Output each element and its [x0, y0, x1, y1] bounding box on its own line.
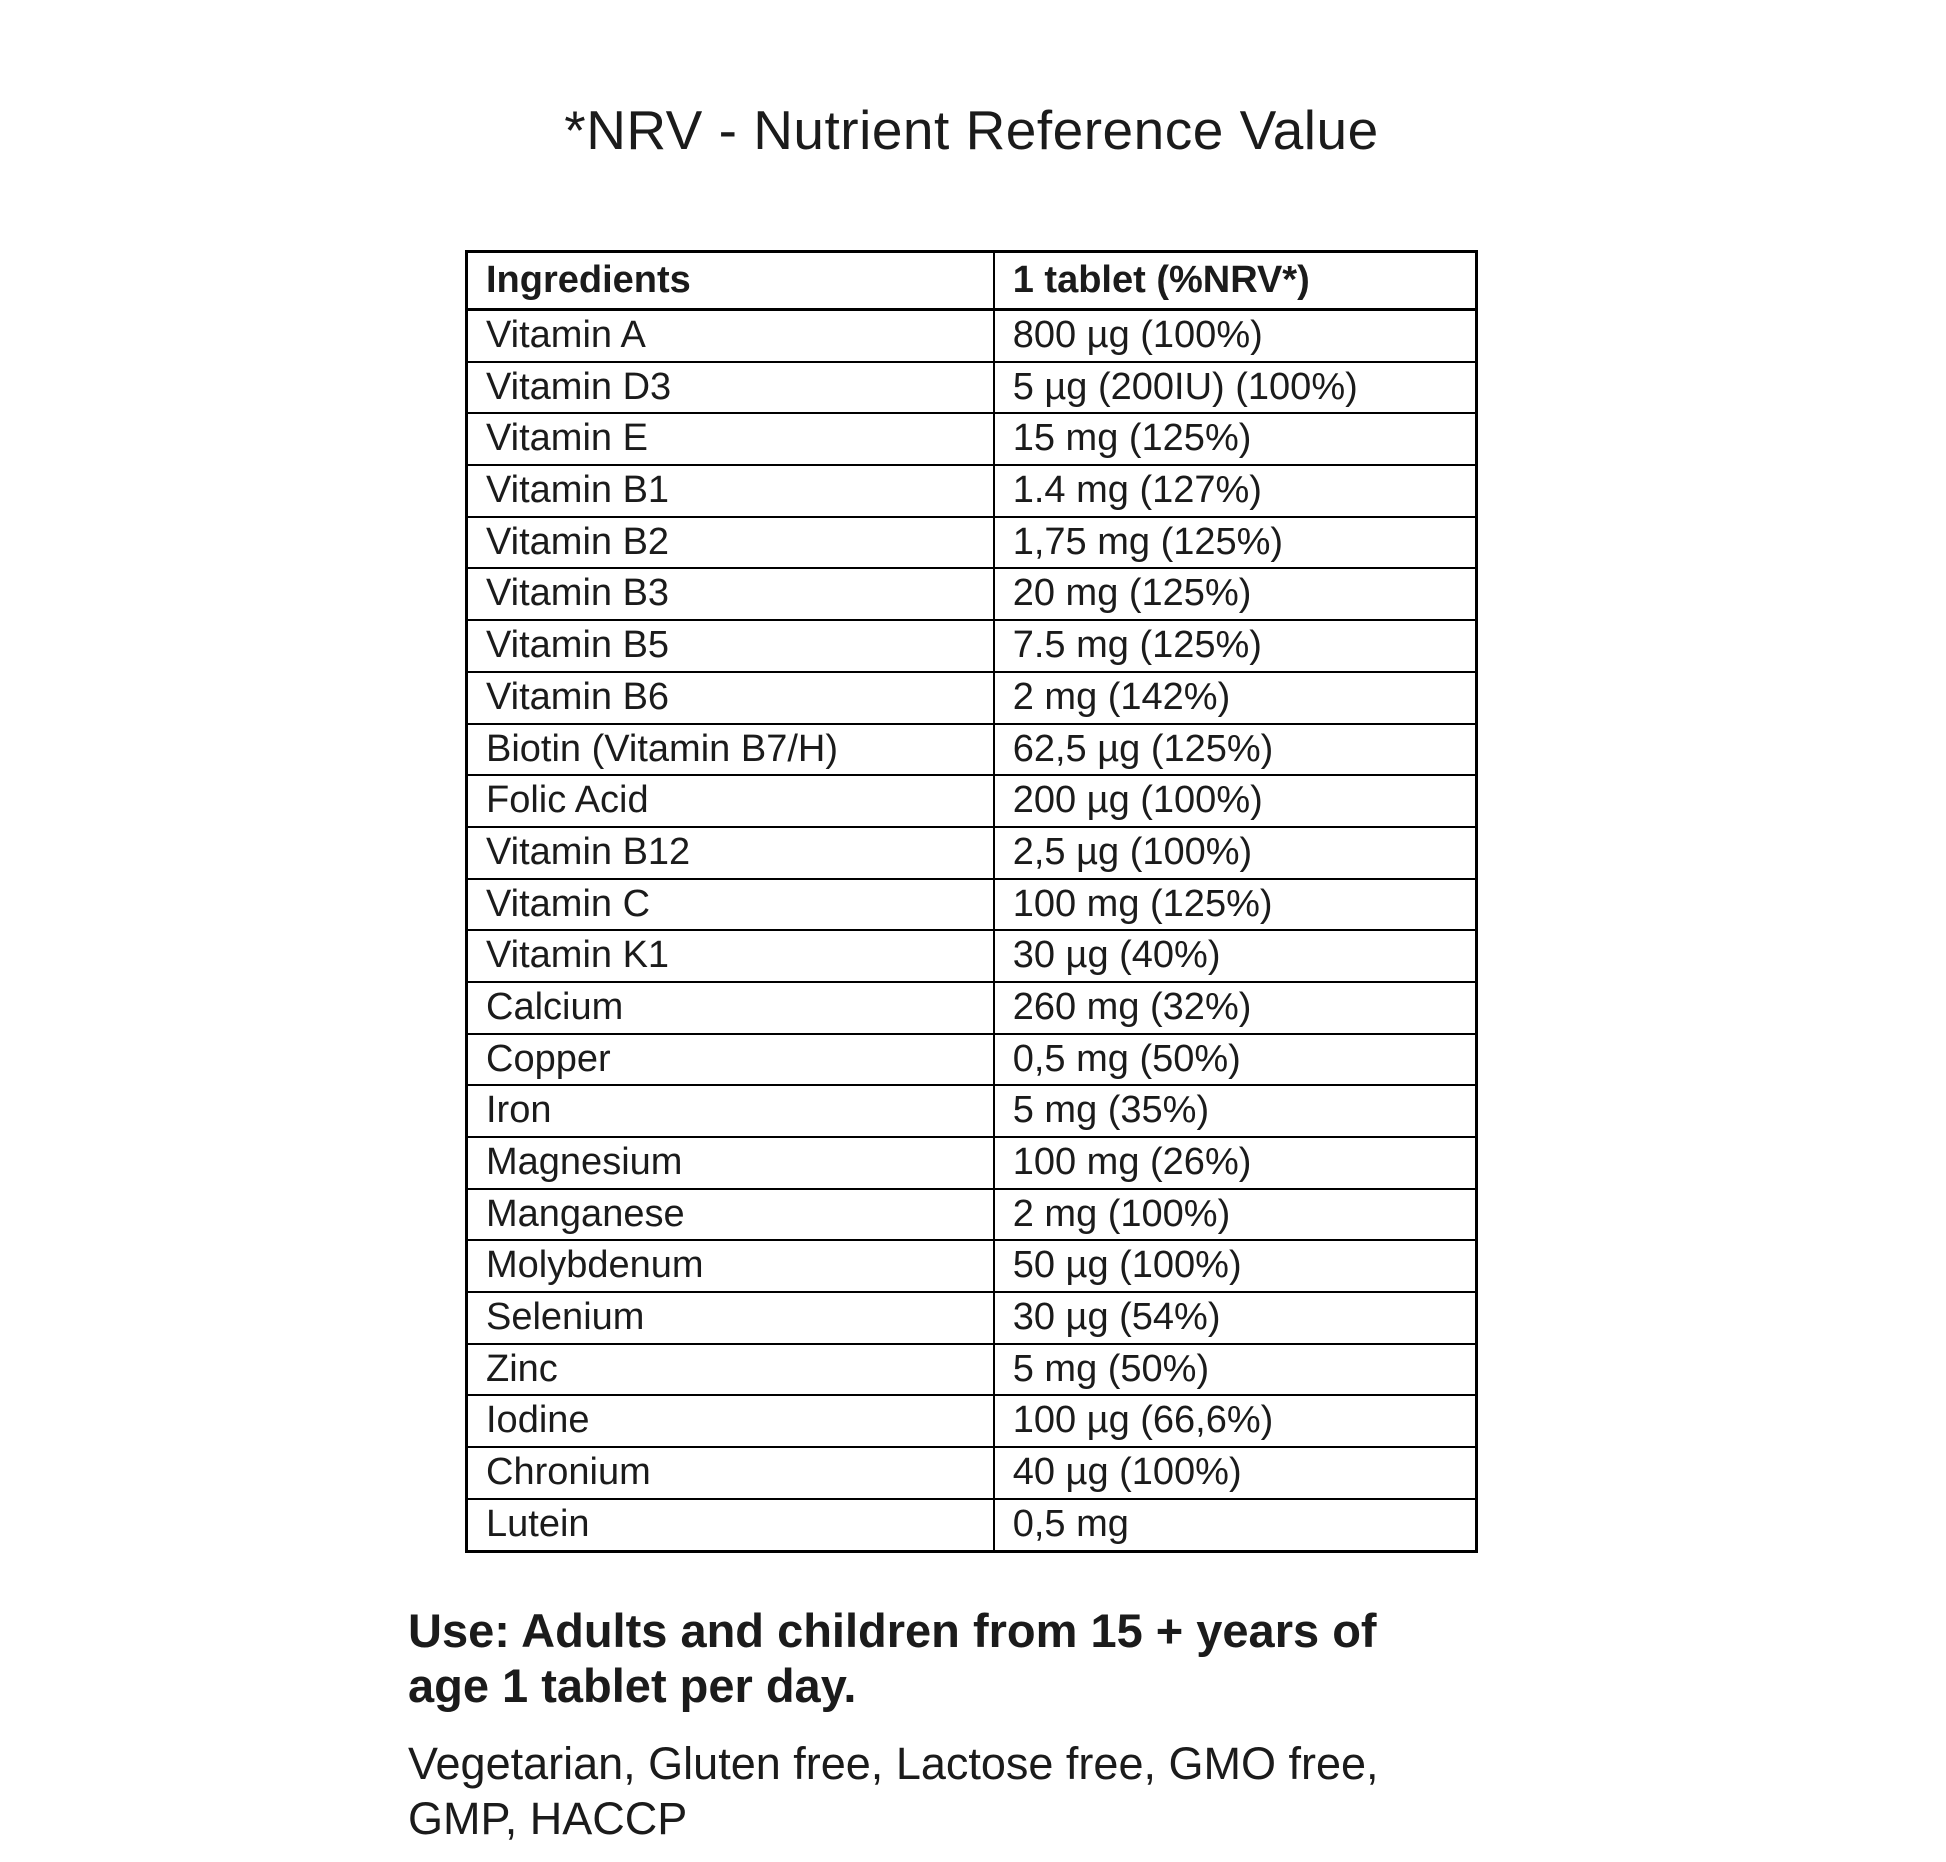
ingredient-cell: Vitamin B3 [465, 567, 995, 622]
table-row: Vitamin A 800 µg (100%) [465, 308, 1478, 363]
amount-cell: 7.5 mg (125%) [992, 619, 1478, 673]
table-row: Vitamin B1 1.4 mg (127%) [465, 464, 1478, 518]
ingredient-cell: Chronium [465, 1446, 995, 1500]
table-row: Vitamin B5 7.5 mg (125%) [465, 619, 1478, 673]
table-row: Iodine 100 µg (66,6%) [465, 1394, 1478, 1449]
table-row: Vitamin C 100 mg (125%) [465, 877, 1478, 932]
usage-note: Use: Adults and children from 15 + years… [408, 1604, 1377, 1713]
ingredient-cell: Zinc [465, 1342, 995, 1397]
table-row: Molybdenum 50 µg (100%) [465, 1239, 1478, 1294]
ingredient-cell: Molybdenum [465, 1239, 995, 1294]
ingredient-cell: Vitamin A [465, 308, 995, 363]
ingredient-cell: Vitamin E [465, 412, 995, 467]
amount-cell: 100 µg (66,6%) [992, 1394, 1478, 1449]
amount-cell: 1,75 mg (125%) [992, 515, 1478, 570]
table-row: Iron 5 mg (35%) [465, 1084, 1478, 1138]
ingredient-cell: Vitamin D3 [465, 360, 995, 415]
table-row: Copper 0,5 mg (50%) [465, 1032, 1478, 1087]
table-row: Vitamin K1 30 µg (40%) [465, 929, 1478, 983]
ingredient-cell: Magnesium [465, 1136, 995, 1190]
header-row: Ingredients 1 tablet (%NRV*) [465, 250, 1478, 311]
table-row: Vitamin B12 2,5 µg (100%) [465, 825, 1478, 880]
amount-cell: 40 µg (100%) [992, 1446, 1478, 1500]
table-row: Magnesium 100 mg (26%) [465, 1136, 1478, 1190]
table-row: Zinc 5 mg (50%) [465, 1342, 1478, 1397]
table-row: Vitamin B2 1,75 mg (125%) [465, 515, 1478, 570]
amount-column-header: 1 tablet (%NRV*) [992, 250, 1478, 311]
table-row: Vitamin B3 20 mg (125%) [465, 567, 1478, 622]
amount-cell: 50 µg (100%) [992, 1239, 1478, 1294]
table-row: Folic Acid 200 µg (100%) [465, 774, 1478, 828]
table-row: Vitamin E 15 mg (125%) [465, 412, 1478, 467]
ingredient-cell: Vitamin B5 [465, 619, 995, 673]
amount-cell: 100 mg (125%) [992, 877, 1478, 932]
amount-cell: 260 mg (32%) [992, 980, 1478, 1035]
amount-cell: 30 µg (54%) [992, 1291, 1478, 1345]
amount-cell: 5 mg (35%) [992, 1084, 1478, 1138]
amount-cell: 0,5 mg [992, 1497, 1478, 1553]
ingredient-cell: Vitamin B6 [465, 670, 995, 725]
dietary-note: Vegetarian, Gluten free, Lactose free, G… [408, 1738, 1379, 1844]
ingredient-cell: Vitamin B2 [465, 515, 995, 570]
ingredient-cell: Vitamin C [465, 877, 995, 932]
table-row: Calcium 260 mg (32%) [465, 980, 1478, 1035]
ingredient-cell: Vitamin K1 [465, 929, 995, 983]
page-title: *NRV - Nutrient Reference Value [564, 99, 1379, 161]
amount-cell: 30 µg (40%) [992, 929, 1478, 983]
ingredients-table: Ingredients 1 tablet (%NRV*) Vitamin A 80… [465, 250, 1478, 1553]
table-row: Lutein 0,5 mg [465, 1497, 1478, 1553]
amount-cell: 1.4 mg (127%) [992, 464, 1478, 518]
table-row: Biotin (Vitamin B7/H) 62,5 µg (125%) [465, 722, 1478, 777]
ingredient-cell: Selenium [465, 1291, 995, 1345]
table-body: Vitamin A 800 µg (100%) Vitamin D3 5 µg (20… [465, 308, 1478, 1553]
ingredient-cell: Vitamin B1 [465, 464, 995, 518]
ingredient-cell: Copper [465, 1032, 995, 1087]
amount-cell: 2 mg (100%) [992, 1187, 1478, 1242]
table-row: Vitamin D3 5 µg (200IU) (100%) [465, 360, 1478, 415]
table-row: Chronium 40 µg (100%) [465, 1446, 1478, 1500]
amount-cell: 800 µg (100%) [992, 308, 1478, 363]
ingredient-cell: Manganese [465, 1187, 995, 1242]
ingredient-cell: Iodine [465, 1394, 995, 1449]
amount-cell: 5 µg (200IU) (100%) [992, 360, 1478, 415]
ingredients-column-header: Ingredients [465, 250, 995, 311]
amount-cell: 15 mg (125%) [992, 412, 1478, 467]
ingredient-cell: Vitamin B12 [465, 825, 995, 880]
ingredient-cell: Folic Acid [465, 774, 995, 828]
ingredient-cell: Lutein [465, 1497, 995, 1553]
ingredient-cell: Biotin (Vitamin B7/H) [465, 722, 995, 777]
amount-cell: 0,5 mg (50%) [992, 1032, 1478, 1087]
table-row: Selenium 30 µg (54%) [465, 1291, 1478, 1345]
amount-cell: 20 mg (125%) [992, 567, 1478, 622]
ingredient-cell: Calcium [465, 980, 995, 1035]
amount-cell: 5 mg (50%) [992, 1342, 1478, 1397]
amount-cell: 2,5 µg (100%) [992, 825, 1478, 880]
amount-cell: 200 µg (100%) [992, 774, 1478, 828]
table-row: Manganese 2 mg (100%) [465, 1187, 1478, 1242]
amount-cell: 62,5 µg (125%) [992, 722, 1478, 777]
ingredient-cell: Iron [465, 1084, 995, 1138]
amount-cell: 2 mg (142%) [992, 670, 1478, 725]
table-header: Ingredients 1 tablet (%NRV*) [465, 250, 1478, 311]
amount-cell: 100 mg (26%) [992, 1136, 1478, 1190]
table-row: Vitamin B6 2 mg (142%) [465, 670, 1478, 725]
